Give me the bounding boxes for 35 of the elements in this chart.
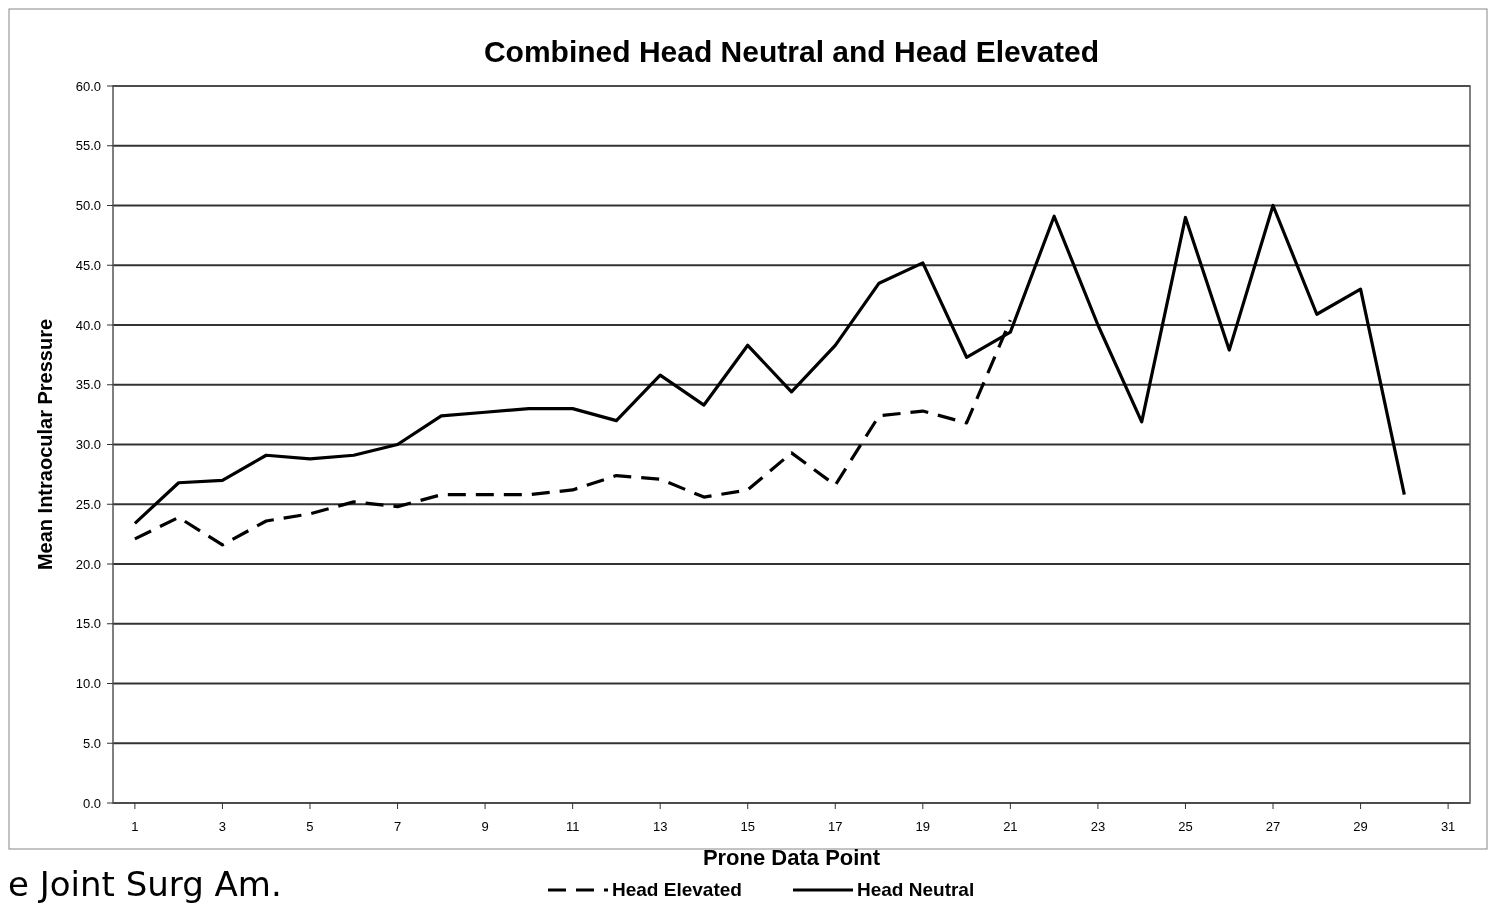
x-tick-label: 15	[740, 819, 755, 834]
chart-title: Combined Head Neutral and Head Elevated	[483, 35, 1100, 68]
legend-label: Head Elevated	[612, 879, 742, 900]
y-tick-label: 30.0	[75, 437, 101, 453]
x-tick-label: 21	[1003, 819, 1018, 834]
x-tick-label: 17	[828, 819, 843, 834]
x-tick-label: 3	[218, 819, 227, 834]
y-tick-label: 5.0	[82, 735, 101, 751]
y-tick-label: 60.0	[75, 78, 101, 94]
x-tick-label: 27	[1265, 819, 1281, 834]
x-tick-label: 1	[131, 819, 139, 834]
x-tick-label: 29	[1353, 819, 1368, 834]
x-axis-title: Prone Data Point	[702, 845, 881, 870]
y-tick-label: 20.0	[75, 556, 101, 572]
x-tick-label: 25	[1178, 819, 1193, 834]
y-tick-label: 15.0	[75, 616, 101, 632]
y-tick-label: 40.0	[75, 317, 101, 333]
y-tick-label: 25.0	[75, 496, 101, 512]
y-tick-label: 0.0	[82, 795, 101, 811]
x-tick-label: 19	[915, 819, 931, 834]
x-tick-label: 13	[652, 819, 668, 834]
x-tick-label: 7	[393, 819, 402, 834]
x-tick-label: 23	[1090, 819, 1106, 834]
y-axis-title: Mean Intraocular Pressure	[34, 318, 56, 571]
y-tick-label: 50.0	[75, 198, 101, 214]
x-tick-label: 31	[1440, 819, 1456, 834]
x-tick-label: 9	[481, 819, 489, 834]
legend-label: Head Neutral	[857, 879, 975, 900]
x-tick-label: 5	[306, 819, 314, 834]
y-tick-label: 10.0	[75, 676, 101, 692]
text: e Joint Surg Am.	[8, 864, 282, 904]
y-tick-label: 55.0	[75, 138, 101, 154]
y-tick-label: 45.0	[75, 257, 101, 273]
y-tick-label: 35.0	[75, 377, 101, 393]
x-tick-label: 11	[565, 819, 580, 834]
